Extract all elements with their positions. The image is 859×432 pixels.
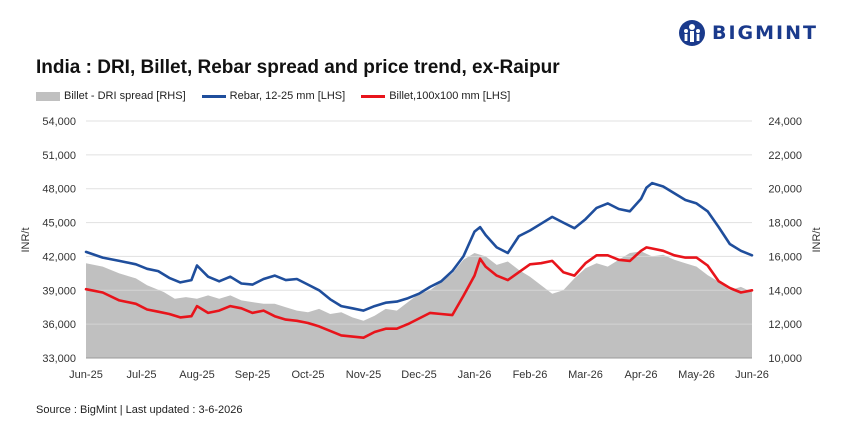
series-line-rebar xyxy=(84,181,754,312)
x-tick-label: Oct-25 xyxy=(291,369,324,381)
x-tick-label: Feb-26 xyxy=(513,369,548,381)
y-left-tick-label: 54,000 xyxy=(42,116,76,128)
y-left-tick-label: 48,000 xyxy=(42,184,76,196)
x-tick-label: Mar-26 xyxy=(568,369,603,381)
x-tick-label: Jan-26 xyxy=(458,369,492,381)
x-tick-label: Jul-25 xyxy=(127,369,157,381)
legend-label-billet: Billet,100x100 mm [LHS] xyxy=(389,90,511,102)
bigmint-logo: BIGMINT xyxy=(678,18,818,48)
legend-item-billet: Billet,100x100 mm [LHS] xyxy=(361,90,510,102)
x-tick-label: Nov-25 xyxy=(346,369,381,381)
y-left-tick-label: 33,000 xyxy=(42,353,76,365)
y-left-tick-label: 36,000 xyxy=(42,319,76,331)
series-area-spread xyxy=(86,251,752,358)
legend-swatch-spread xyxy=(36,91,60,101)
logo-text: BIGMINT xyxy=(712,22,818,44)
legend-label-rebar: Rebar, 12-25 mm [LHS] xyxy=(229,90,346,102)
y-right-tick-label: 14,000 xyxy=(768,285,802,297)
legend-swatch-billet xyxy=(361,94,386,98)
y-right-tick-label: 24,000 xyxy=(768,116,802,128)
y-right-tick-label: 16,000 xyxy=(768,251,802,263)
x-tick-label: Jun-26 xyxy=(735,369,769,381)
y-left-tick-label: 51,000 xyxy=(42,150,76,162)
y-left-tick-label: 39,000 xyxy=(42,285,76,297)
x-tick-label: Apr-26 xyxy=(624,369,657,381)
legend-swatch-rebar xyxy=(201,94,226,98)
legend-item-spread: Billet - DRI spread [RHS] xyxy=(36,90,186,102)
y-right-tick-label: 10,000 xyxy=(768,353,802,365)
y-left-tick-label: 42,000 xyxy=(42,251,76,263)
bigmint-logo-icon xyxy=(679,20,705,46)
source-note: Source : BigMint | Last updated : 3-6-20… xyxy=(36,404,243,416)
y-left-tick-label: 45,000 xyxy=(42,218,76,230)
x-tick-label: Aug-25 xyxy=(179,369,214,381)
y-right-tick-label: 22,000 xyxy=(768,150,802,162)
y-left-axis-label: INR/t xyxy=(20,227,32,252)
x-tick-label: Sep-25 xyxy=(235,369,270,381)
legend-item-rebar: Rebar, 12-25 mm [LHS] xyxy=(201,90,346,102)
legend-label-spread: Billet - DRI spread [RHS] xyxy=(64,90,186,102)
x-tick-label: Dec-25 xyxy=(401,369,436,381)
x-tick-label: May-26 xyxy=(678,369,715,381)
series-line-billet xyxy=(84,246,754,340)
chart-title: India : DRI, Billet, Rebar spread and pr… xyxy=(36,57,560,78)
y-right-axis-label: INR/t xyxy=(811,227,823,252)
y-right-tick-label: 20,000 xyxy=(768,184,802,196)
chart-legend: Billet - DRI spread [RHS] Rebar, 12-25 m… xyxy=(36,90,526,102)
y-right-tick-label: 18,000 xyxy=(768,218,802,230)
x-tick-label: Jun-25 xyxy=(69,369,103,381)
y-right-tick-label: 12,000 xyxy=(768,319,802,331)
